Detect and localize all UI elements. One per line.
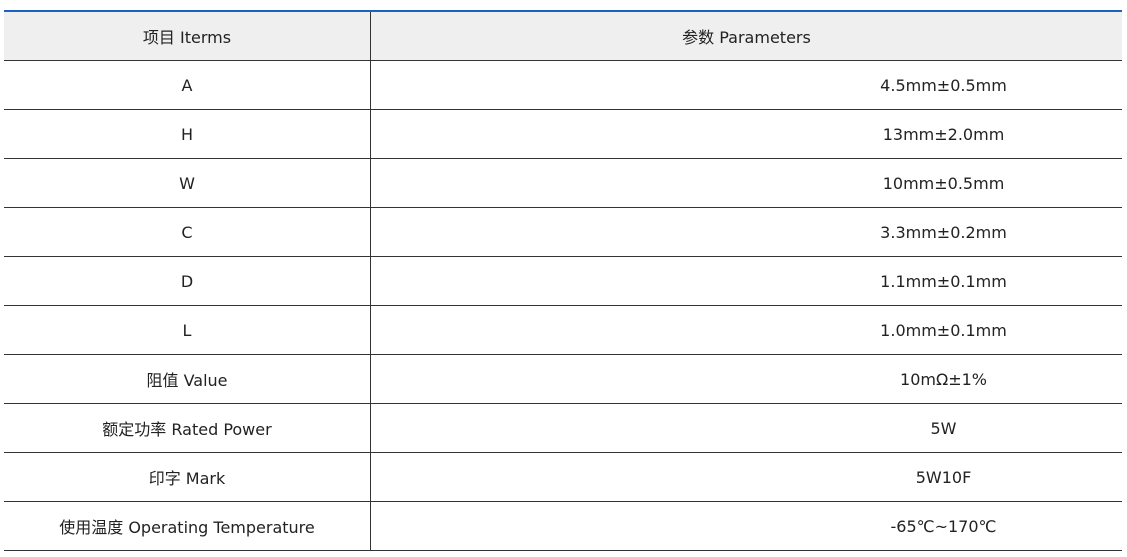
table-row: 额定功率 Rated Power 5W bbox=[4, 403, 1122, 453]
item-name: L bbox=[4, 305, 371, 355]
table-row: A 4.5mm±0.5mm bbox=[4, 60, 1122, 110]
item-name: 印字 Mark bbox=[4, 452, 371, 502]
table-row: W 10mm±0.5mm bbox=[4, 158, 1122, 208]
spec-table: 项目 Iterms 参数 Parameters A 4.5mm±0.5mm H 13m… bbox=[4, 10, 1122, 551]
item-name: H bbox=[4, 109, 371, 159]
table-row: 阻值 Value 10mΩ±1% bbox=[4, 354, 1122, 404]
table-row: 使用温度 Operating Temperature -65℃~170℃ bbox=[4, 501, 1122, 551]
parameter-value: 5W10F bbox=[370, 452, 1122, 502]
header-row: 项目 Iterms 参数 Parameters bbox=[4, 10, 1122, 61]
parameter-value: 3.3mm±0.2mm bbox=[370, 207, 1122, 257]
parameter-value: 1.0mm±0.1mm bbox=[370, 305, 1122, 355]
item-name: 阻值 Value bbox=[4, 354, 371, 404]
table-row: L 1.0mm±0.1mm bbox=[4, 305, 1122, 355]
header-parameters: 参数 Parameters bbox=[370, 10, 1122, 61]
parameter-value: 4.5mm±0.5mm bbox=[370, 60, 1122, 110]
table-row: D 1.1mm±0.1mm bbox=[4, 256, 1122, 306]
table-row: C 3.3mm±0.2mm bbox=[4, 207, 1122, 257]
table-row: H 13mm±2.0mm bbox=[4, 109, 1122, 159]
item-name: A bbox=[4, 60, 371, 110]
table-row: 印字 Mark 5W10F bbox=[4, 452, 1122, 502]
parameter-value: 5W bbox=[370, 403, 1122, 453]
parameter-value: -65℃~170℃ bbox=[370, 501, 1122, 551]
item-name: C bbox=[4, 207, 371, 257]
header-items: 项目 Iterms bbox=[4, 10, 371, 61]
item-name: W bbox=[4, 158, 371, 208]
item-name: 额定功率 Rated Power bbox=[4, 403, 371, 453]
parameter-value: 1.1mm±0.1mm bbox=[370, 256, 1122, 306]
item-name: 使用温度 Operating Temperature bbox=[4, 501, 371, 551]
parameter-value: 13mm±2.0mm bbox=[370, 109, 1122, 159]
parameter-value: 10mm±0.5mm bbox=[370, 158, 1122, 208]
item-name: D bbox=[4, 256, 371, 306]
parameter-value: 10mΩ±1% bbox=[370, 354, 1122, 404]
